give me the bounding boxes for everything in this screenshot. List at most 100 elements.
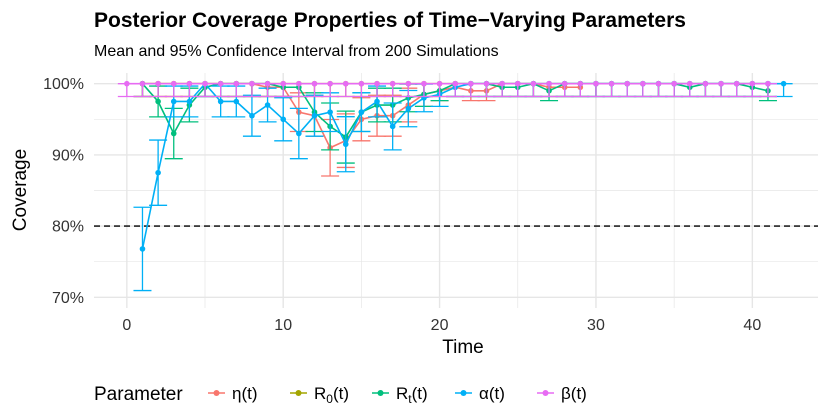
data-point (296, 130, 302, 137)
data-point (186, 98, 193, 105)
legend-key-point (295, 390, 302, 396)
chart-subtitle: Mean and 95% Confidence Interval from 20… (94, 43, 499, 60)
data-point (389, 123, 396, 130)
x-axis-title: Time (442, 337, 484, 358)
data-point (280, 116, 287, 123)
series-3 (133, 80, 793, 292)
data-point (499, 80, 505, 87)
legend-key-point (377, 390, 384, 396)
data-point (358, 80, 365, 87)
data-point (405, 105, 412, 112)
series-line (141, 82, 784, 250)
data-point (264, 102, 271, 108)
data-point (702, 80, 709, 87)
x-tick-label: 40 (743, 317, 761, 334)
data-point (249, 80, 255, 87)
legend-item: Rt(t) (372, 384, 428, 406)
legend-title: Parameter (94, 384, 183, 405)
data-point (374, 98, 380, 105)
y-tick-label: 100% (43, 76, 84, 93)
chart-title: Posterior Coverage Properties of Time−Va… (94, 9, 686, 32)
data-point (170, 80, 177, 87)
data-point (139, 80, 146, 87)
data-point (405, 80, 412, 87)
data-point (530, 80, 537, 87)
data-point (358, 109, 365, 115)
x-tick-label: 30 (587, 317, 605, 334)
legend-label: η(t) (232, 384, 258, 403)
legend-label: R0(t) (314, 384, 349, 406)
data-point (671, 80, 677, 87)
data-point (483, 80, 490, 87)
data-point (202, 80, 208, 87)
data-point (327, 109, 333, 115)
y-tick-labels: 70% 80% 90% 100% (43, 76, 84, 307)
data-point (780, 80, 787, 87)
data-point (327, 80, 333, 87)
data-point (436, 80, 443, 87)
data-point (374, 80, 380, 87)
legend-item: α(t) (455, 384, 505, 403)
legend-item: β(t) (537, 384, 587, 403)
legend: Parameter η(t) R0(t) Rt(t) α(t) β(t) (94, 384, 587, 406)
data-point (233, 80, 240, 87)
data-point (124, 80, 130, 87)
y-tick-label: 90% (52, 147, 84, 164)
data-point (718, 80, 724, 87)
data-point (170, 130, 177, 137)
data-point (155, 169, 161, 176)
data-point (342, 80, 349, 87)
data-point (311, 112, 318, 119)
x-tick-label: 20 (431, 317, 449, 334)
data-point (655, 80, 662, 87)
data-point (155, 80, 161, 87)
x-tick-labels: 0 10 20 30 40 (122, 317, 761, 334)
legend-item: η(t) (208, 384, 258, 403)
data-point (593, 80, 599, 87)
data-point (608, 80, 615, 87)
data-point (249, 112, 255, 119)
data-point (733, 80, 740, 87)
data-marks (117, 80, 793, 292)
x-tick-label: 10 (274, 317, 292, 334)
legend-item: R0(t) (290, 384, 349, 406)
legend-label: α(t) (479, 384, 505, 403)
data-point (686, 80, 693, 87)
legend-label: β(t) (561, 384, 587, 403)
x-tick-label: 0 (122, 317, 131, 334)
data-point (217, 80, 224, 87)
legend-label: Rt(t) (396, 384, 428, 406)
y-tick-label: 80% (52, 219, 84, 236)
data-point (452, 80, 459, 87)
data-point (233, 98, 240, 105)
data-point (217, 98, 224, 105)
data-point (342, 141, 349, 148)
data-point (296, 80, 302, 87)
data-point (280, 80, 287, 87)
data-point (624, 80, 631, 87)
legend-key-point (542, 390, 549, 396)
series-4 (117, 80, 777, 98)
data-point (577, 80, 584, 87)
data-point (765, 80, 771, 87)
data-point (546, 80, 552, 87)
data-point (139, 246, 146, 252)
data-point (389, 80, 396, 87)
data-point (514, 80, 521, 87)
y-tick-label: 70% (52, 290, 84, 307)
data-point (264, 80, 271, 87)
y-axis-title: Coverage (10, 149, 31, 231)
data-point (640, 80, 646, 87)
legend-key-point (460, 390, 467, 396)
data-point (311, 80, 318, 87)
data-point (186, 80, 193, 87)
grid-lines (94, 73, 818, 308)
legend-key-point (213, 390, 220, 396)
data-point (468, 80, 474, 87)
data-point (561, 80, 568, 87)
data-point (155, 98, 161, 105)
data-point (749, 80, 756, 87)
data-point (421, 80, 427, 87)
